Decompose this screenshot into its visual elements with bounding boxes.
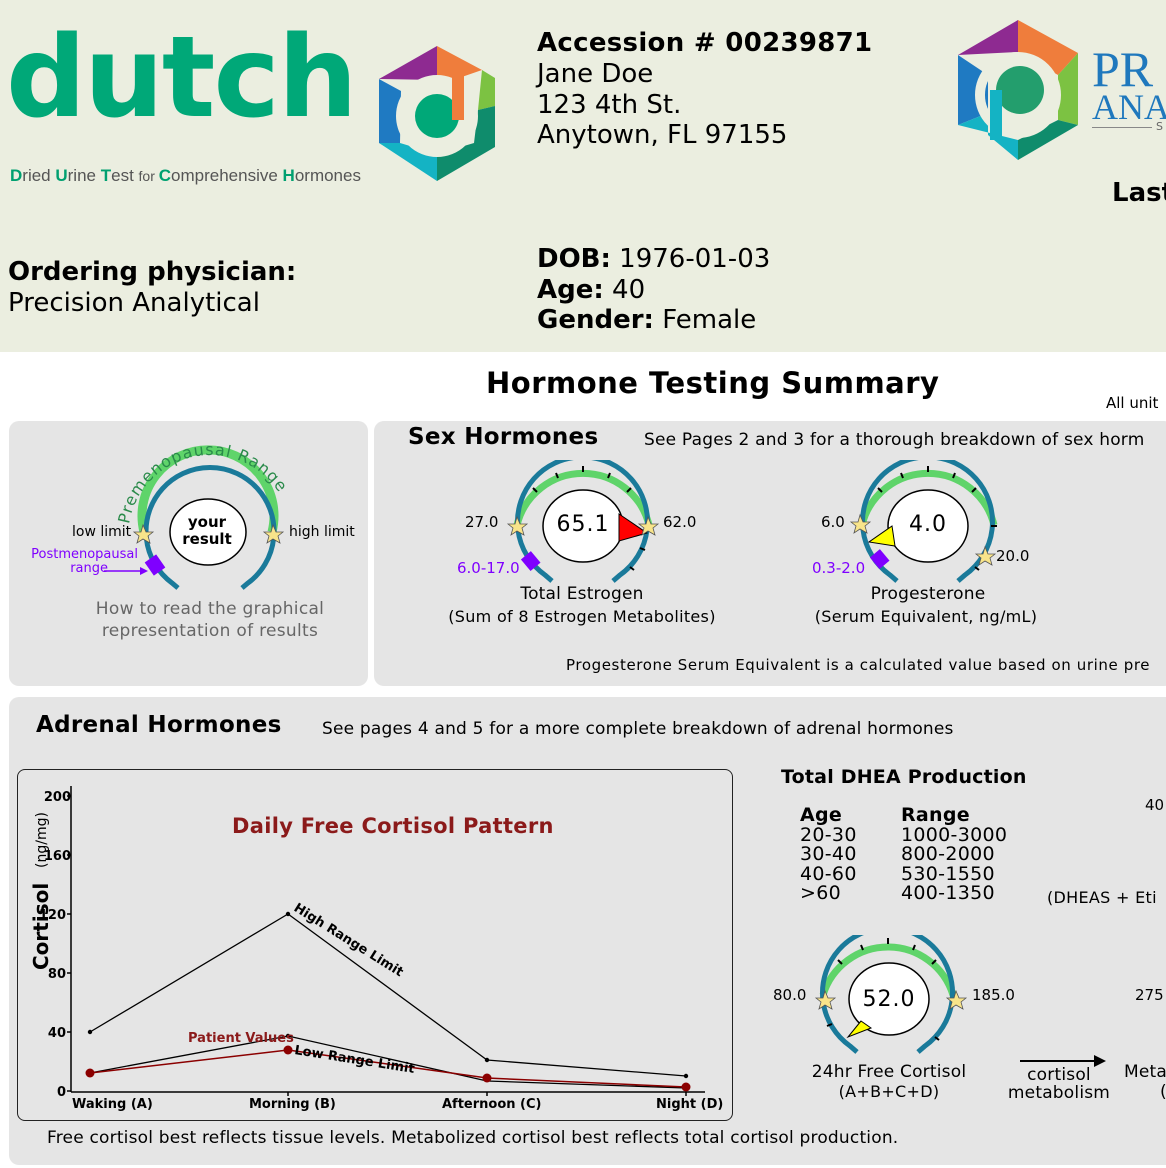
- free-cortisol-low: 80.0: [773, 986, 807, 1004]
- dhea-title: Total DHEA Production: [781, 766, 1027, 788]
- precision-analytical-logo-icon: [958, 20, 1078, 160]
- dutch-logo-tagline: Dried Urine Test for Comprehensive Hormo…: [10, 166, 361, 185]
- lab-logo-rule: [1092, 127, 1152, 128]
- sex-hormones-panel: [374, 421, 1166, 686]
- patient-address-line1: 123 4th St.: [537, 90, 682, 120]
- progesterone-footnote: Progesterone Serum Equivalent is a calcu…: [566, 656, 1151, 674]
- free-cortisol-value: 52.0: [862, 987, 916, 1012]
- sex-hormones-title: Sex Hormones: [408, 424, 599, 450]
- total-estrogen-sublabel: (Sum of 8 Estrogen Metabolites): [448, 607, 716, 626]
- progesterone-label: Progesterone: [870, 584, 986, 604]
- total-estrogen-value: 65.1: [556, 512, 610, 537]
- ordering-physician-label: Ordering physician:: [8, 257, 297, 287]
- table-row: 20-30 1000-3000: [800, 823, 1008, 846]
- table-row: 30-40 800-2000: [800, 843, 995, 865]
- progesterone-sublabel: (Serum Equivalent, ng/mL): [814, 607, 1038, 626]
- table-row: >60 400-1350: [800, 882, 995, 904]
- patient-name: Jane Doe: [537, 59, 654, 89]
- high-limit-label: high limit: [289, 524, 355, 540]
- postmenopausal-arrow-icon: [104, 567, 148, 575]
- free-cortisol-high: 185.0: [972, 986, 1015, 1004]
- cortisol-footer-note: Free cortisol best reflects tissue level…: [47, 1128, 899, 1148]
- lab-logo-text-3: S: [1156, 120, 1163, 133]
- dhea-formula-cut: (DHEAS + Eti: [1047, 888, 1157, 907]
- metabolized-cortisol-cut-label: Meta: [1124, 1062, 1166, 1082]
- progesterone-gauge: [849, 460, 998, 583]
- page-title: Hormone Testing Summary: [486, 366, 940, 400]
- dob-line: DOB: 1976-01-03: [537, 244, 771, 274]
- dutch-logo-wordmark: dutch: [6, 13, 358, 143]
- age-line: Age: 40: [537, 275, 646, 305]
- dhea-range-table: Age Range 20-30 1000-3000 30-40 800-2000 40…: [800, 804, 1008, 904]
- total-estrogen-post-range: 6.0-17.0: [457, 559, 520, 577]
- postmenopausal-range-label: Postmenopausal range: [31, 547, 138, 576]
- chart-title: Daily Free Cortisol Pattern: [232, 814, 554, 838]
- lab-logo-text: PR: [1092, 41, 1154, 97]
- ordering-physician-value: Precision Analytical: [8, 288, 260, 318]
- dhea-cut-value: 40: [1145, 796, 1165, 814]
- free-cortisol-gauge: [814, 935, 968, 1054]
- gender-line: Gender: Female: [537, 305, 757, 335]
- lab-logo-text-2: ANA: [1092, 87, 1166, 127]
- accession-number: Accession # 00239871: [537, 28, 873, 58]
- free-cortisol-label: 24hr Free Cortisol: [811, 1062, 967, 1082]
- metabolized-cortisol-cut-sub: (: [1160, 1082, 1166, 1102]
- report-header: dutch Dried Urine Test for Comprehensive…: [0, 0, 1166, 352]
- adrenal-hormones-subtitle: See pages 4 and 5 for a more complete br…: [322, 719, 954, 739]
- total-estrogen-label: Total Estrogen: [520, 584, 644, 604]
- sex-hormones-subtitle: See Pages 2 and 3 for a thorough breakdo…: [644, 430, 1145, 450]
- free-cortisol-sublabel: (A+B+C+D): [838, 1082, 940, 1101]
- cortisol-chart-frame: [17, 769, 733, 1121]
- table-row: 40-60 530-1550: [800, 862, 995, 885]
- total-estrogen-high: 62.0: [663, 513, 697, 531]
- last-label-cut: Last: [1112, 178, 1166, 208]
- metabolized-cortisol-cut-value: 275: [1135, 986, 1164, 1004]
- progesterone-value: 4.0: [909, 512, 947, 537]
- units-note: All unit: [1106, 394, 1159, 412]
- patient-address-line2: Anytown, FL 97155: [537, 120, 788, 150]
- progesterone-post-range: 0.3-2.0: [812, 559, 866, 577]
- legend-caption: How to read the graphical representation …: [95, 599, 325, 641]
- progesterone-high: 20.0: [996, 547, 1030, 565]
- cortisol-metabolism-label: cortisol metabolism: [1007, 1065, 1111, 1103]
- total-estrogen-low: 27.0: [465, 513, 499, 531]
- low-limit-label: low limit: [72, 524, 132, 540]
- legend-gauge-diagram: Premenopausal Range: [114, 440, 291, 590]
- your-result-label: your result: [182, 513, 232, 548]
- metabolism-arrow-icon: [1020, 1055, 1106, 1067]
- total-estrogen-gauge: [506, 460, 660, 583]
- dutch-hex-logo-icon: [379, 46, 495, 181]
- adrenal-hormones-title: Adrenal Hormones: [36, 712, 282, 738]
- progesterone-low: 6.0: [821, 513, 845, 531]
